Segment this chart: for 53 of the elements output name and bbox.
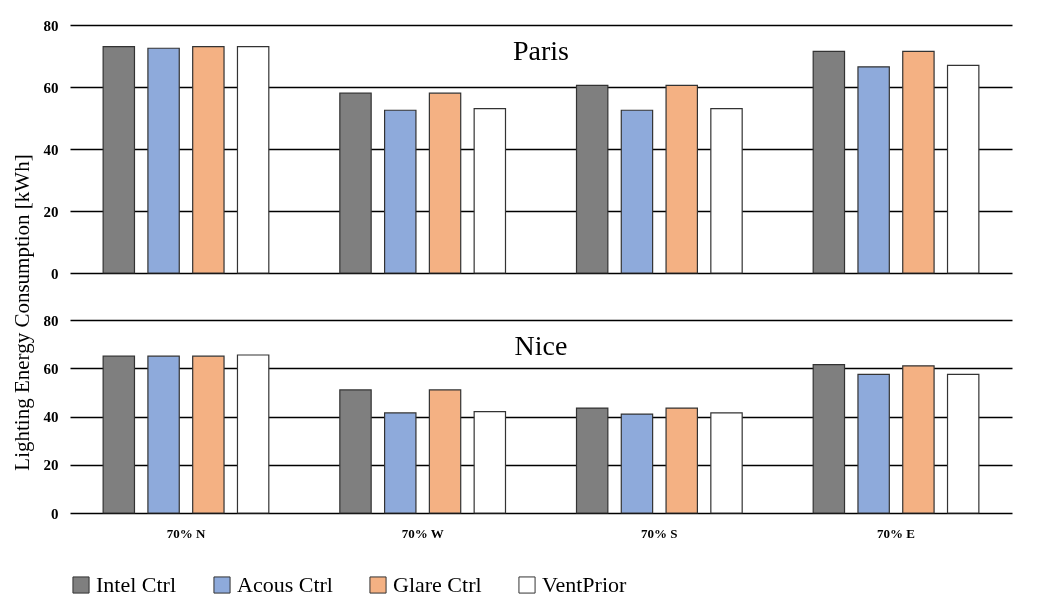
bar — [620, 413, 654, 514]
bar — [102, 46, 136, 274]
bar — [902, 365, 935, 514]
bar — [428, 92, 462, 274]
x-tick-label: 70% E — [877, 525, 915, 541]
bar — [812, 364, 846, 514]
y-tick-label: 40 — [43, 141, 59, 158]
bar — [473, 108, 507, 274]
bar — [620, 109, 654, 274]
bar — [857, 66, 890, 274]
bar — [384, 412, 417, 514]
bar — [384, 109, 417, 274]
bar — [473, 411, 507, 514]
y-tick-label: 60 — [43, 79, 59, 96]
bar — [946, 373, 980, 514]
y-tick-label: 20 — [43, 203, 59, 220]
bar — [857, 373, 890, 514]
bar — [147, 47, 180, 274]
bar — [812, 50, 846, 274]
bar — [902, 50, 935, 274]
x-tick-label: 70% W — [401, 525, 444, 541]
bar — [946, 64, 980, 274]
y-tick-label: 40 — [43, 409, 59, 425]
bar — [665, 407, 698, 514]
bar — [102, 355, 136, 514]
bar — [192, 46, 225, 274]
bar — [339, 92, 372, 274]
y-tick-label: 0 — [51, 505, 59, 522]
y-tick-label: 80 — [43, 312, 59, 329]
y-axis-title: Lighting Energy Consumption [kWh] — [9, 153, 35, 473]
bar — [192, 355, 225, 514]
bar — [710, 412, 743, 514]
bar — [575, 407, 609, 514]
bar — [710, 108, 743, 274]
chart-title: Nice — [514, 330, 568, 361]
legend-label: VentPrior — [542, 572, 627, 597]
bar — [147, 355, 180, 514]
chart-title: Paris — [513, 35, 569, 66]
bar — [236, 354, 270, 514]
legend-label: Acous Ctrl — [237, 572, 333, 597]
bar — [665, 84, 698, 274]
x-tick-label: 70% N — [166, 525, 206, 541]
y-tick-label: 60 — [43, 360, 59, 377]
bar — [428, 389, 462, 514]
bar — [339, 389, 372, 514]
bar — [575, 84, 609, 274]
y-tick-label: 0 — [51, 265, 59, 282]
x-tick-label: 70% S — [641, 525, 678, 541]
legend-label: Intel Ctrl — [96, 572, 177, 597]
bar — [236, 46, 270, 274]
y-tick-label: 20 — [43, 457, 59, 474]
y-tick-label: 80 — [43, 17, 59, 34]
legend-label: Glare Ctrl — [393, 572, 482, 597]
